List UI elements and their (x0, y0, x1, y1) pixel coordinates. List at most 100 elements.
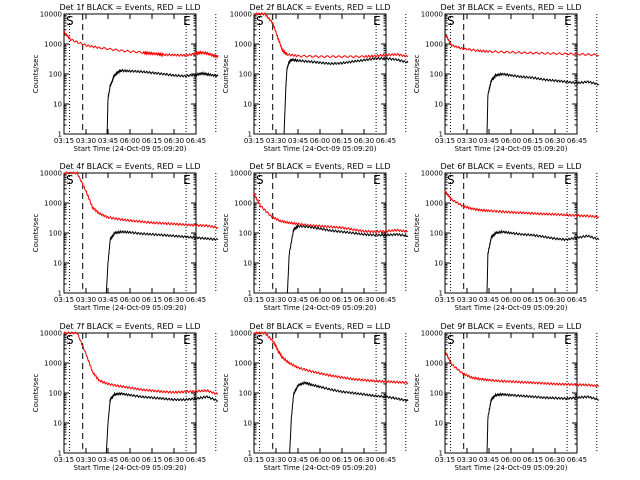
end-marker: E (183, 333, 191, 347)
x-tick-label: 03:30 (457, 137, 477, 145)
y-tick-label: 10000 (421, 11, 443, 19)
y-tick-label: 1000 (234, 360, 252, 368)
x-tick-label: 03:45 (98, 296, 118, 304)
x-tick-label: 06:15 (142, 296, 162, 304)
x-tick-label: 03:15 (435, 137, 455, 145)
x-tick-label: 03:30 (76, 137, 96, 145)
y-tick-label: 10000 (230, 11, 252, 19)
panel-title: Det 5f BLACK = Events, RED = LLD (249, 162, 390, 171)
panel-7: Det 7f BLACK = Events, RED = LLD 1 10 100 10… (32, 322, 219, 472)
x-tick-label: 06:00 (501, 296, 521, 304)
y-tick-label: 100 (49, 390, 62, 398)
y-tick-label: 100 (239, 71, 252, 79)
end-marker: E (564, 14, 572, 28)
series-lld-line (253, 193, 408, 234)
y-axis-label: Counts/sec (222, 374, 230, 413)
x-axis-label: Start Time (24-Oct-09 05:09:20) (455, 304, 568, 312)
x-tick-label: 06:15 (523, 137, 543, 145)
panel-title: Det 8f BLACK = Events, RED = LLD (249, 322, 390, 331)
x-tick-label: 06:15 (332, 296, 352, 304)
x-tick-label: 03:30 (457, 296, 477, 304)
x-tick-label: 06:30 (164, 296, 184, 304)
series-events-line (282, 223, 409, 294)
series-events-line (101, 229, 219, 294)
series-events-line (480, 392, 600, 454)
panel-4: Det 4f BLACK = Events, RED = LLD 1 10 100 10… (32, 162, 219, 312)
start-marker: S (66, 14, 74, 28)
x-tick-label: 03:45 (288, 296, 308, 304)
x-tick-label: 06:45 (567, 456, 587, 464)
x-tick-label: 03:45 (288, 456, 308, 464)
end-marker: E (373, 173, 381, 187)
x-tick-label: 06:30 (354, 456, 374, 464)
y-tick-label: 1 (439, 450, 443, 458)
y-axis-label: Counts/sec (413, 374, 421, 413)
x-axis-label: Start Time (24-Oct-09 05:09:20) (264, 464, 377, 472)
x-tick-label: 06:30 (354, 137, 374, 145)
panel-title: Det 6f BLACK = Events, RED = LLD (440, 162, 581, 171)
x-tick-label: 06:45 (376, 456, 396, 464)
end-marker: E (373, 14, 381, 28)
y-axis-label: Counts/sec (32, 55, 40, 94)
x-tick-label: 06:45 (567, 296, 587, 304)
y-tick-label: 1000 (44, 360, 62, 368)
y-tick-label: 100 (430, 71, 443, 79)
y-tick-label: 100 (430, 230, 443, 238)
x-tick-label: 03:15 (435, 456, 455, 464)
x-tick-label: 06:45 (376, 137, 396, 145)
x-tick-label: 06:15 (332, 137, 352, 145)
start-marker: S (256, 14, 264, 28)
y-tick-label: 1 (248, 450, 252, 458)
x-tick-label: 03:45 (479, 296, 499, 304)
panel-3: Det 3f BLACK = Events, RED = LLD 1 10 100 10… (413, 3, 600, 153)
y-tick-label: 100 (239, 230, 252, 238)
start-marker: S (66, 173, 74, 187)
plot-frame (444, 332, 578, 454)
x-tick-label: 03:15 (435, 296, 455, 304)
y-tick-label: 10000 (40, 330, 62, 338)
x-tick-label: 06:30 (545, 137, 565, 145)
x-axis-label: Start Time (24-Oct-09 05:09:20) (455, 145, 568, 153)
series-lld-line (253, 330, 409, 385)
y-tick-label: 1 (248, 290, 252, 298)
y-tick-label: 10 (53, 420, 62, 428)
y-tick-label: 10000 (230, 330, 252, 338)
x-tick-label: 06:15 (142, 137, 162, 145)
y-tick-label: 1 (439, 131, 443, 139)
y-tick-label: 10 (243, 260, 252, 268)
y-tick-label: 10 (434, 260, 443, 268)
plot-frame (63, 13, 197, 135)
x-tick-label: 06:00 (310, 296, 330, 304)
x-tick-label: 03:45 (288, 137, 308, 145)
y-axis-label: Counts/sec (32, 374, 40, 413)
y-tick-label: 100 (49, 71, 62, 79)
y-tick-label: 10000 (421, 330, 443, 338)
y-tick-label: 10000 (230, 170, 252, 178)
plot-frame (253, 332, 387, 454)
x-tick-label: 03:30 (266, 296, 286, 304)
y-axis-label: Counts/sec (222, 55, 230, 94)
y-tick-label: 10 (243, 101, 252, 109)
panel-6: Det 6f BLACK = Events, RED = LLD 1 10 100 10… (413, 162, 600, 312)
x-tick-label: 03:15 (244, 296, 264, 304)
x-tick-label: 03:45 (479, 137, 499, 145)
start-marker: S (256, 173, 264, 187)
x-axis-label: Start Time (24-Oct-09 05:09:20) (74, 145, 187, 153)
x-tick-label: 06:30 (164, 456, 184, 464)
panel-title: Det 3f BLACK = Events, RED = LLD (440, 3, 581, 12)
x-tick-label: 06:00 (310, 456, 330, 464)
x-tick-label: 03:30 (266, 137, 286, 145)
x-tick-label: 03:15 (54, 456, 74, 464)
panel-title: Det 7f BLACK = Events, RED = LLD (59, 322, 200, 331)
x-axis-label: Start Time (24-Oct-09 05:09:20) (455, 464, 568, 472)
series-events-line (283, 56, 409, 135)
plot-frame (253, 13, 387, 135)
x-tick-label: 06:00 (120, 456, 140, 464)
y-tick-label: 1000 (44, 200, 62, 208)
x-tick-label: 06:45 (567, 137, 587, 145)
series-lld-line (253, 11, 409, 59)
panel-title: Det 2f BLACK = Events, RED = LLD (249, 3, 390, 12)
x-tick-label: 06:30 (354, 296, 374, 304)
plot-frame (63, 172, 197, 294)
x-tick-label: 06:00 (120, 137, 140, 145)
